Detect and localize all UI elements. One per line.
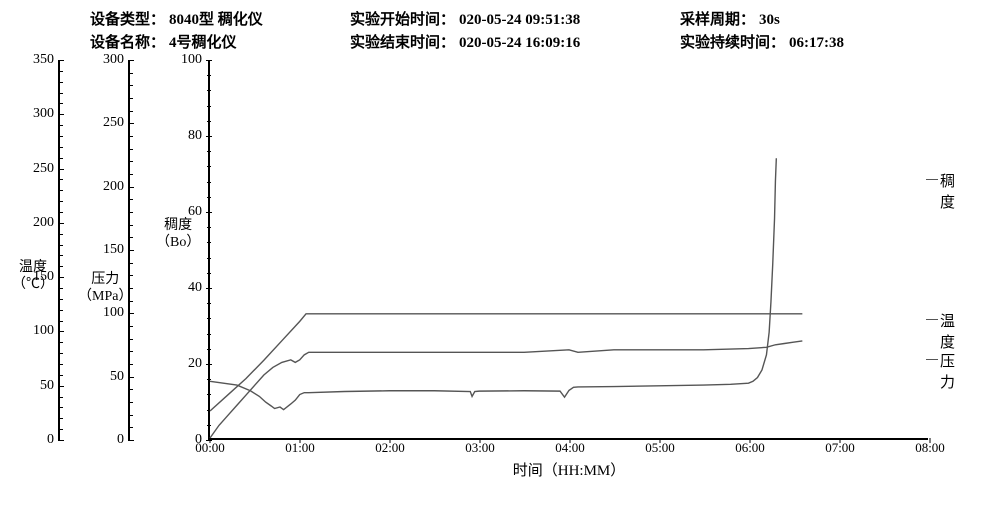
series-label-压力: 压力 xyxy=(940,350,955,392)
series-label-稠度: 稠度 xyxy=(940,170,955,212)
sample-period-value: 30s xyxy=(759,12,780,28)
duration-value: 06:17:38 xyxy=(789,35,844,51)
plot-area: 050100150200250300350温度（℃）05010015020025… xyxy=(0,60,1000,510)
series-稠度 xyxy=(210,158,776,409)
y-tick: 0 xyxy=(117,432,124,448)
y-axis-title-0: 温度（℃） xyxy=(12,260,54,294)
y-axis-title-1: 压力（MPa） xyxy=(78,272,132,306)
y-tick: 100 xyxy=(181,52,202,68)
y-tick: 300 xyxy=(103,52,124,68)
header-info: 设备类型：8040型 稠化仪 实验开始时间：020-05-24 09:51:38… xyxy=(90,8,980,54)
y-tick: 200 xyxy=(103,179,124,195)
end-time-label: 实验结束时间： xyxy=(350,35,455,51)
y-tick: 250 xyxy=(103,115,124,131)
y-tick: 100 xyxy=(33,323,54,339)
duration-label: 实验持续时间： xyxy=(680,35,785,51)
end-time-value: 020-05-24 16:09:16 xyxy=(459,35,580,51)
chart-curves xyxy=(210,60,928,438)
y-tick: 100 xyxy=(103,305,124,321)
device-type-value: 8040型 稠化仪 xyxy=(169,12,263,28)
y-tick: 50 xyxy=(40,378,54,394)
series-压力 xyxy=(210,341,802,438)
start-time-label: 实验开始时间： xyxy=(350,12,455,28)
x-axis-title: 时间（HH:MM） xyxy=(513,459,626,480)
y-tick: 50 xyxy=(110,369,124,385)
start-time-value: 020-05-24 09:51:38 xyxy=(459,12,580,28)
y-tick: 150 xyxy=(103,242,124,258)
series-label-温度: 温度 xyxy=(940,310,955,352)
y-tick: 250 xyxy=(33,161,54,177)
device-name-value: 4号稠化仪 xyxy=(169,35,237,51)
y-tick: 40 xyxy=(188,280,202,296)
chart-region: 00:0001:0002:0003:0004:0005:0006:0007:00… xyxy=(208,60,928,440)
y-axis-0: 050100150200250300350 xyxy=(56,60,60,440)
y-axis-title-2: 稠度（Bo） xyxy=(156,218,200,252)
y-axis-1: 050100150200250300 xyxy=(126,60,130,440)
y-tick: 300 xyxy=(33,106,54,122)
device-type-label: 设备类型： xyxy=(90,12,165,28)
y-tick: 350 xyxy=(33,52,54,68)
sample-period-label: 采样周期： xyxy=(680,12,755,28)
y-tick: 200 xyxy=(33,215,54,231)
y-tick: 0 xyxy=(47,432,54,448)
y-tick: 20 xyxy=(188,356,202,372)
y-tick: 80 xyxy=(188,128,202,144)
device-name-label: 设备名称： xyxy=(90,35,165,51)
